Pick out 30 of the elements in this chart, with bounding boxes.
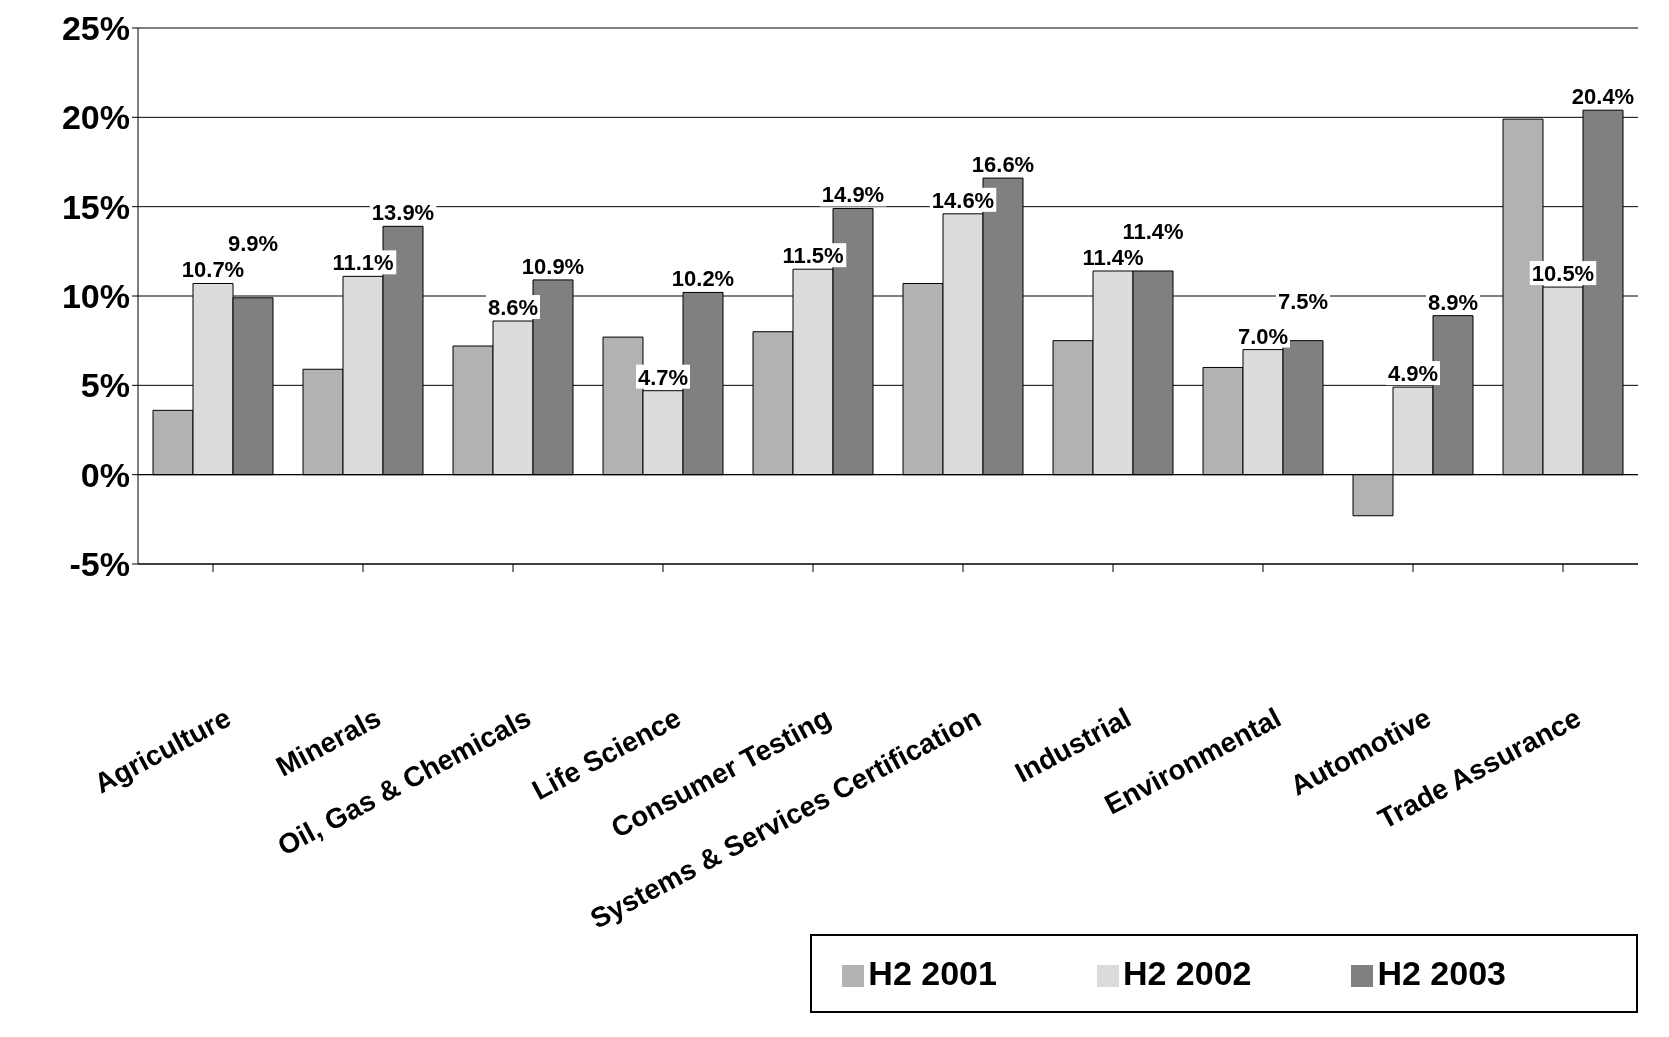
data-label: 7.5% (1277, 288, 1329, 314)
data-label: 4.7% (637, 364, 689, 390)
data-label: 9.9% (227, 231, 279, 257)
data-label: 20.4% (1571, 84, 1635, 110)
data-label: 11.1% (332, 250, 394, 276)
y-tick-label: 20% (61, 98, 130, 137)
y-tick-label: 25% (61, 9, 130, 48)
data-label: 10.7% (181, 257, 245, 283)
data-label: 13.9% (371, 200, 435, 226)
data-label: 10.5% (1531, 261, 1595, 287)
data-label: 7.0% (1237, 323, 1289, 349)
legend-label: H2 2001 (868, 954, 997, 992)
legend-label: H2 2003 (1377, 954, 1506, 992)
y-tick-label: -5% (69, 545, 130, 584)
data-label: 10.9% (521, 253, 585, 279)
y-tick-label: 5% (80, 366, 130, 405)
data-label: 10.2% (671, 266, 735, 292)
y-tick-label: 0% (80, 455, 130, 494)
data-label: 14.9% (821, 182, 885, 208)
data-label: 8.6% (487, 295, 539, 321)
y-tick-label: 15% (61, 187, 130, 226)
data-label: 11.5% (782, 243, 844, 269)
data-label: 16.6% (971, 152, 1035, 178)
data-label: 11.4% (1082, 244, 1144, 270)
data-label: 8.9% (1427, 289, 1479, 315)
data-label: 11.4% (1122, 218, 1184, 244)
data-label: 14.6% (931, 187, 995, 213)
legend-label: H2 2002 (1122, 954, 1252, 992)
y-tick-label: 10% (61, 277, 130, 316)
data-label: 4.9% (1387, 361, 1439, 387)
